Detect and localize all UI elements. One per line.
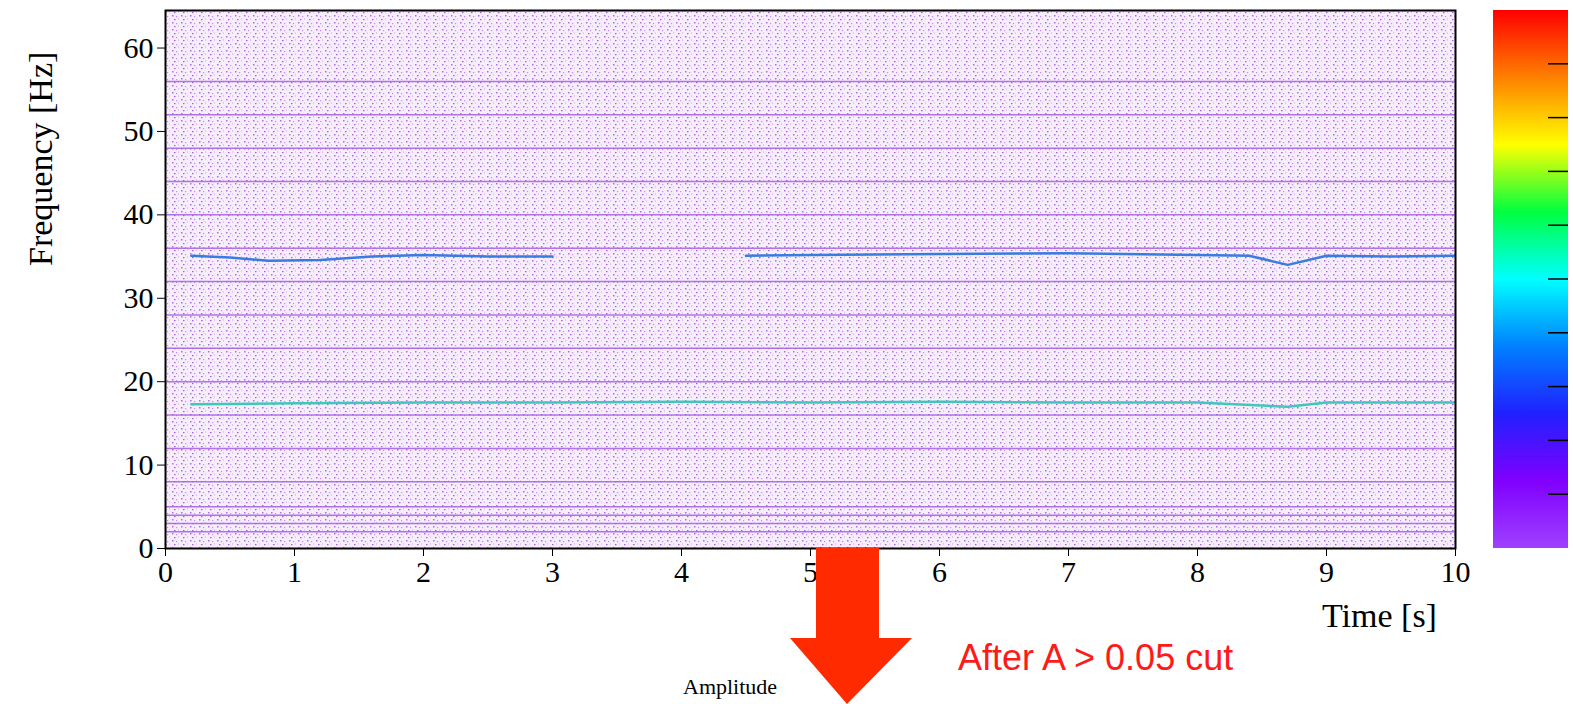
svg-text:6: 6: [932, 555, 947, 588]
svg-text:20: 20: [124, 364, 154, 397]
svg-text:0: 0: [139, 531, 154, 564]
svg-text:60: 60: [124, 31, 154, 64]
svg-text:7: 7: [1061, 555, 1076, 588]
svg-text:30: 30: [124, 281, 154, 314]
svg-text:4: 4: [674, 555, 689, 588]
svg-text:50: 50: [124, 114, 154, 147]
svg-text:10: 10: [1441, 555, 1471, 588]
svg-text:5: 5: [803, 555, 818, 588]
svg-text:40: 40: [124, 197, 154, 230]
svg-text:8: 8: [1190, 555, 1205, 588]
svg-text:2: 2: [416, 555, 431, 588]
svg-text:0: 0: [158, 555, 173, 588]
html-text:Time [s]: Time [s]: [1322, 597, 1437, 634]
svg-text:10: 10: [124, 448, 154, 481]
svg-text:9: 9: [1319, 555, 1334, 588]
html-text:After A > 0.05 cut: After A > 0.05 cut: [958, 637, 1234, 678]
svg-text:3: 3: [545, 555, 560, 588]
html-text:Amplitude: Amplitude: [683, 674, 778, 699]
svg-text:1: 1: [287, 555, 302, 588]
html-text:Frequency [Hz]: Frequency [Hz]: [22, 51, 59, 266]
